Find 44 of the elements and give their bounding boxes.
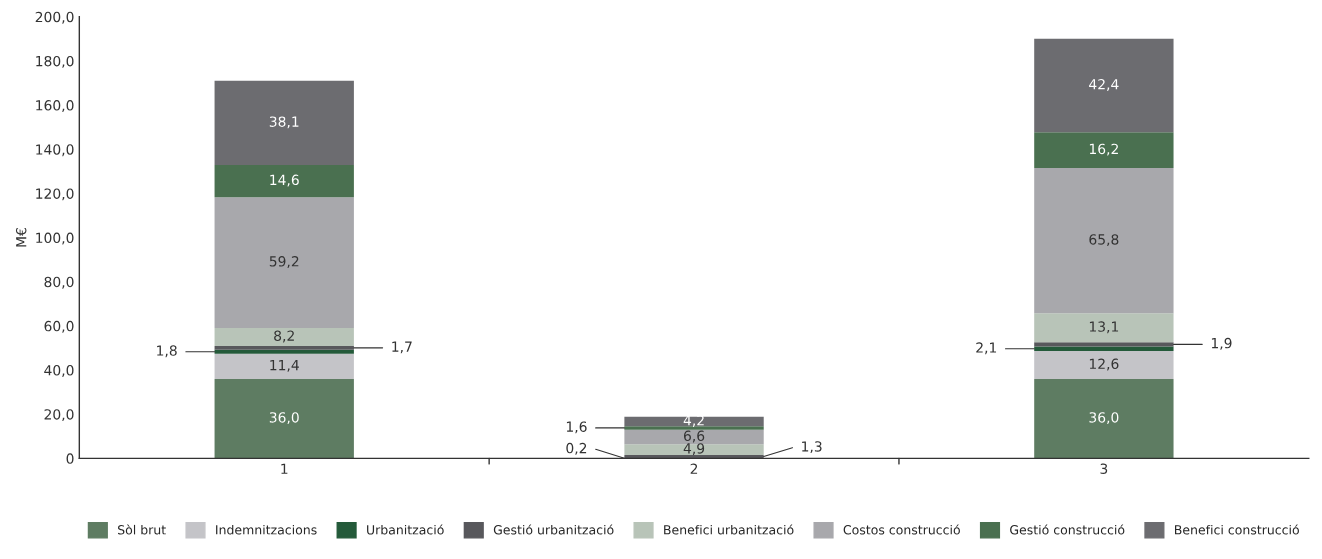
legend-label: Indemnitzacions bbox=[216, 524, 317, 535]
data-label: 59,2 bbox=[269, 256, 299, 268]
data-label: 4,9 bbox=[683, 443, 705, 456]
legend-label: Gestió urbanització bbox=[493, 524, 614, 535]
data-label: 14,6 bbox=[270, 174, 299, 187]
data-label: 1,3 bbox=[802, 441, 822, 454]
data-label: 36,0 bbox=[1089, 412, 1119, 425]
data-label: 6,6 bbox=[683, 430, 705, 443]
data-label: 1,7 bbox=[392, 341, 412, 354]
legend-label: Sòl brut bbox=[118, 524, 166, 535]
x-tick-label: 2 bbox=[690, 463, 698, 474]
y-tick-label: 40,0 bbox=[44, 365, 74, 377]
data-label: 11,4 bbox=[270, 360, 299, 372]
data-label: 1,8 bbox=[157, 345, 177, 358]
y-tick-label: 0 bbox=[66, 453, 74, 464]
y-axis-title: M€ bbox=[15, 228, 27, 247]
legend-label: Urbanització bbox=[367, 524, 444, 535]
data-label: 36,0 bbox=[269, 412, 299, 425]
y-tick-label: 80,0 bbox=[44, 276, 74, 289]
data-label: 65,8 bbox=[1089, 234, 1119, 247]
y-tick-label: 100,0 bbox=[36, 232, 74, 245]
y-tick-label: 160,0 bbox=[36, 100, 74, 112]
y-tick-label: 140,0 bbox=[36, 144, 74, 157]
data-label: 13,1 bbox=[1089, 321, 1119, 334]
legend-label: Benefici construcció bbox=[1175, 524, 1299, 535]
data-label: 1,9 bbox=[1211, 337, 1232, 350]
y-tick-label: 200,0 bbox=[35, 11, 74, 24]
x-tick-label: 3 bbox=[1100, 463, 1108, 474]
data-label: 12,6 bbox=[1089, 358, 1119, 371]
y-tick-label: 60,0 bbox=[44, 320, 74, 333]
data-label: 42,4 bbox=[1089, 78, 1119, 91]
legend-label: Costos construcció bbox=[843, 524, 960, 535]
data-label: 0,2 bbox=[566, 442, 587, 455]
legend-label: Gestió construcció bbox=[1010, 524, 1125, 535]
y-tick-label: 120,0 bbox=[36, 188, 74, 201]
data-label: 38,1 bbox=[269, 116, 299, 129]
data-label: 8,2 bbox=[274, 330, 294, 343]
data-label: 1,6 bbox=[566, 421, 587, 434]
data-label: 16,2 bbox=[1089, 143, 1118, 156]
y-tick-label: 20,0 bbox=[44, 409, 74, 422]
legend-label: Benefici urbanització bbox=[664, 524, 794, 535]
y-tick-label: 180,0 bbox=[36, 55, 74, 68]
x-tick-label: 1 bbox=[281, 463, 288, 474]
data-label: 2,1 bbox=[976, 342, 997, 355]
